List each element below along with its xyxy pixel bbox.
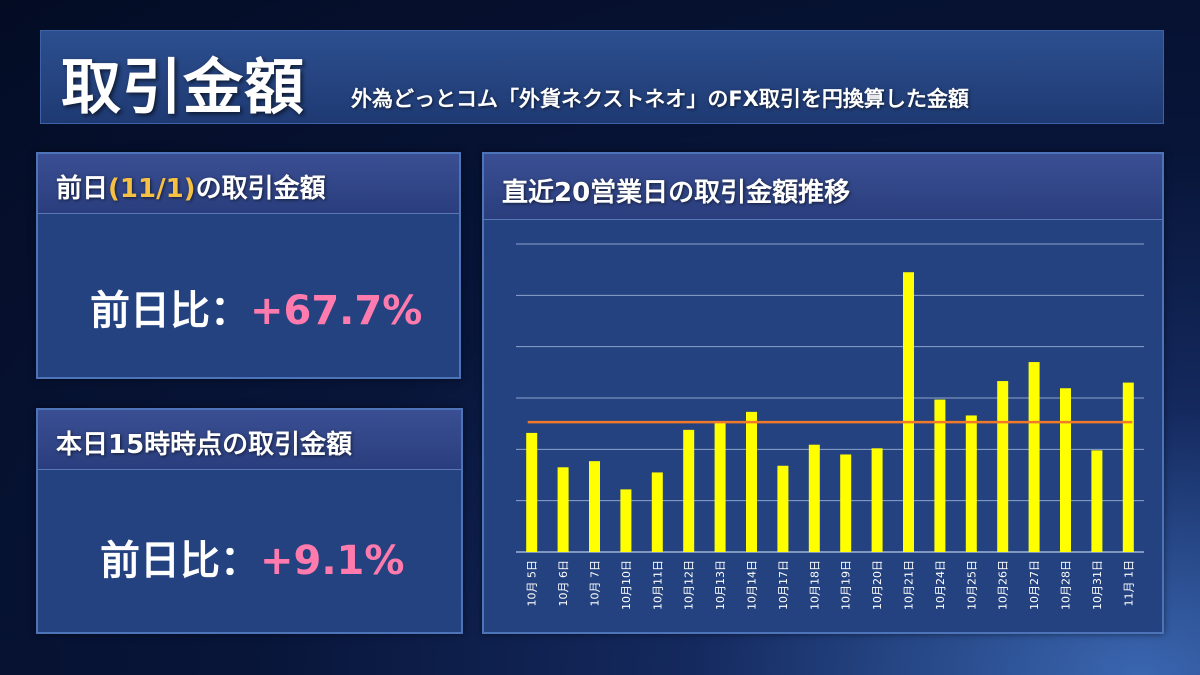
x-tick-label: 10月10日: [620, 560, 633, 610]
today-ratio: 前日比：+9.1%: [100, 528, 404, 586]
x-tick-label: 10月 6日: [557, 560, 570, 607]
x-tick-label: 10月 7日: [589, 560, 602, 607]
ratio-value: +67.7%: [250, 288, 423, 334]
panel-title-date: (11/1): [108, 174, 196, 204]
bar: [808, 444, 820, 552]
x-tick-label: 10月26日: [997, 560, 1010, 610]
previous-day-ratio: 前日比：+67.7%: [90, 278, 422, 336]
bar: [557, 467, 569, 552]
ratio-label: 前日比：: [90, 288, 250, 334]
bar: [620, 489, 632, 552]
x-tick-label: 10月31日: [1091, 560, 1104, 610]
x-tick-label: 10月 5日: [526, 560, 539, 607]
x-tick-label: 10月25日: [965, 560, 978, 610]
bar-chart: 10月 5日 10月 6日 10月 7日 10月10日 10月11日 10月12日 10月1…: [516, 243, 1144, 610]
bar: [683, 429, 695, 552]
x-tick-label: 10月13日: [714, 560, 727, 610]
x-tick-label: 10月28日: [1060, 560, 1073, 610]
panel-title-suffix: の取引金額: [195, 174, 326, 204]
panel-title-prefix: 前日: [56, 174, 109, 204]
panel-chart: 直近20営業日の取引金額推移 10月 5日 10月 6日 10月 7日 10月10日 1…: [482, 152, 1164, 634]
bar: [903, 272, 914, 552]
ratio-value: +9.1%: [260, 538, 405, 584]
bar: [1091, 450, 1103, 552]
bar: [934, 399, 946, 552]
bar: [965, 415, 977, 552]
x-tick-label: 11月 1日: [1122, 560, 1135, 607]
x-tick-label: 10月14日: [746, 560, 759, 610]
page-title: 取引金額: [61, 53, 305, 123]
panel-previous-day: 前日(11/1)の取引金額 前日比：+67.7%: [36, 152, 461, 379]
bar: [1060, 388, 1071, 552]
panel-chart-title: 直近20営業日の取引金額推移: [484, 154, 1162, 220]
x-tick-label: 10月12日: [683, 560, 696, 610]
panel-previous-day-title: 前日(11/1)の取引金額: [38, 154, 459, 214]
x-tick-label: 10月27日: [1028, 560, 1041, 610]
bar: [589, 461, 600, 552]
x-tick-label: 10月19日: [840, 560, 853, 610]
x-tick-label: 10月17日: [777, 560, 790, 610]
ratio-label: 前日比：: [100, 538, 260, 584]
bar: [651, 472, 663, 552]
bar: [840, 454, 852, 552]
x-tick-label: 10月11日: [651, 560, 664, 610]
x-tick-label: 10月24日: [934, 560, 947, 610]
bar: [871, 448, 883, 552]
bar: [1028, 362, 1040, 552]
x-tick-label: 10月21日: [903, 560, 916, 610]
bar: [1122, 382, 1134, 552]
bar: [777, 465, 789, 552]
bar: [526, 432, 538, 552]
header-banner: 取引金額 外為どっとコム「外貨ネクストネオ」のFX取引を円換算した金額: [40, 30, 1164, 124]
bar: [746, 411, 757, 552]
panel-today-title: 本日15時時点の取引金額: [38, 410, 461, 470]
page-subtitle: 外為どっとコム「外貨ネクストネオ」のFX取引を円換算した金額: [351, 87, 969, 111]
x-tick-label: 10月20日: [871, 560, 884, 610]
bar: [997, 381, 1009, 552]
panel-today: 本日15時時点の取引金額 前日比：+9.1%: [36, 408, 463, 634]
bar: [714, 422, 726, 552]
x-tick-label: 10月18日: [808, 560, 821, 610]
